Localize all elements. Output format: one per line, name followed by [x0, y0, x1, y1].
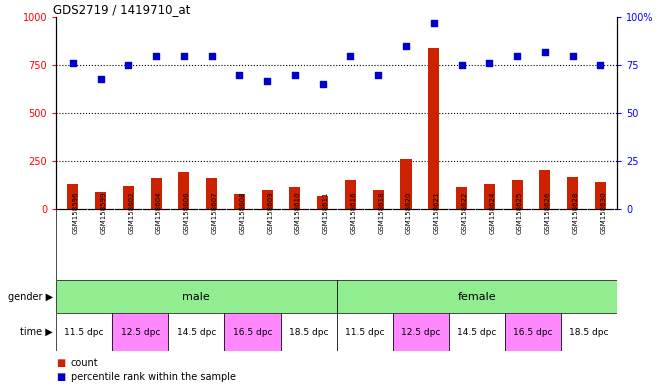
Text: GSM158621: GSM158621	[434, 192, 440, 234]
Bar	[393, 313, 449, 351]
Bar	[224, 313, 280, 351]
Text: GSM158609: GSM158609	[267, 192, 273, 234]
Point	[290, 72, 300, 78]
Point	[456, 62, 467, 68]
Bar	[567, 177, 578, 209]
Bar	[561, 313, 617, 351]
Text: GSM158616: GSM158616	[350, 192, 356, 234]
Text: 18.5 dpc: 18.5 dpc	[570, 328, 609, 337]
Bar	[428, 48, 440, 209]
Text: GSM158607: GSM158607	[212, 192, 218, 234]
Text: GSM158620: GSM158620	[406, 192, 412, 234]
Point	[95, 76, 106, 82]
Text: gender ▶: gender ▶	[8, 291, 53, 302]
Bar	[373, 190, 384, 209]
Point	[179, 53, 189, 59]
Point	[207, 53, 217, 59]
Bar	[168, 313, 224, 351]
Text: GSM158611: GSM158611	[323, 192, 329, 234]
Bar	[289, 187, 300, 209]
Point	[512, 53, 523, 59]
Bar	[345, 180, 356, 209]
Point	[401, 43, 411, 49]
Point	[568, 53, 578, 59]
Bar	[401, 159, 412, 209]
Text: count: count	[71, 358, 98, 368]
Bar	[280, 313, 337, 351]
Bar	[67, 184, 79, 209]
Point	[234, 72, 245, 78]
Text: 16.5 dpc: 16.5 dpc	[513, 328, 552, 337]
Text: 11.5 dpc: 11.5 dpc	[345, 328, 384, 337]
Bar	[261, 190, 273, 209]
Text: GSM158610: GSM158610	[295, 192, 301, 234]
Text: GSM158599: GSM158599	[100, 192, 106, 234]
Point	[317, 81, 328, 88]
Bar	[449, 313, 505, 351]
Text: 11.5 dpc: 11.5 dpc	[65, 328, 104, 337]
Bar	[178, 172, 189, 209]
Text: GSM158602: GSM158602	[128, 192, 134, 234]
Text: male: male	[182, 291, 211, 302]
Bar	[56, 313, 112, 351]
Point	[123, 62, 133, 68]
Text: 18.5 dpc: 18.5 dpc	[289, 328, 328, 337]
Point	[150, 53, 161, 59]
Text: 14.5 dpc: 14.5 dpc	[457, 328, 496, 337]
Text: GDS2719 / 1419710_at: GDS2719 / 1419710_at	[53, 3, 191, 16]
Bar	[505, 313, 561, 351]
Point	[67, 60, 78, 66]
Point	[540, 49, 550, 55]
Text: GSM158624: GSM158624	[489, 192, 496, 234]
Bar	[56, 280, 337, 313]
Text: ■: ■	[56, 372, 65, 382]
Text: GSM158596: GSM158596	[73, 192, 79, 234]
Bar	[484, 184, 495, 209]
Text: GSM158630: GSM158630	[601, 192, 607, 234]
Point	[373, 72, 383, 78]
Text: female: female	[457, 291, 496, 302]
Text: 16.5 dpc: 16.5 dpc	[233, 328, 272, 337]
Bar	[95, 192, 106, 209]
Text: GSM158606: GSM158606	[184, 192, 190, 234]
Text: time ▶: time ▶	[20, 327, 53, 337]
Point	[595, 62, 606, 68]
Text: GSM158625: GSM158625	[517, 192, 523, 234]
Bar	[206, 178, 217, 209]
Bar	[595, 182, 606, 209]
Point	[262, 78, 273, 84]
Text: ■: ■	[56, 358, 65, 368]
Bar	[123, 186, 134, 209]
Bar	[112, 313, 168, 351]
Point	[428, 20, 439, 26]
Text: GSM158622: GSM158622	[461, 192, 467, 234]
Text: GSM158628: GSM158628	[573, 192, 579, 234]
Text: 12.5 dpc: 12.5 dpc	[121, 328, 160, 337]
Bar	[512, 180, 523, 209]
Point	[345, 53, 356, 59]
Bar	[456, 187, 467, 209]
Text: GSM158604: GSM158604	[156, 192, 162, 234]
Bar	[234, 194, 245, 209]
Text: 14.5 dpc: 14.5 dpc	[177, 328, 216, 337]
Text: GSM158618: GSM158618	[378, 192, 384, 234]
Bar	[56, 209, 617, 280]
Bar	[317, 196, 328, 209]
Bar	[539, 170, 550, 209]
Text: GSM158608: GSM158608	[240, 192, 246, 234]
Text: percentile rank within the sample: percentile rank within the sample	[71, 372, 236, 382]
Point	[484, 60, 494, 66]
Bar	[337, 280, 617, 313]
Bar	[150, 178, 162, 209]
Bar	[337, 313, 393, 351]
Text: GSM158626: GSM158626	[545, 192, 551, 234]
Text: 12.5 dpc: 12.5 dpc	[401, 328, 440, 337]
